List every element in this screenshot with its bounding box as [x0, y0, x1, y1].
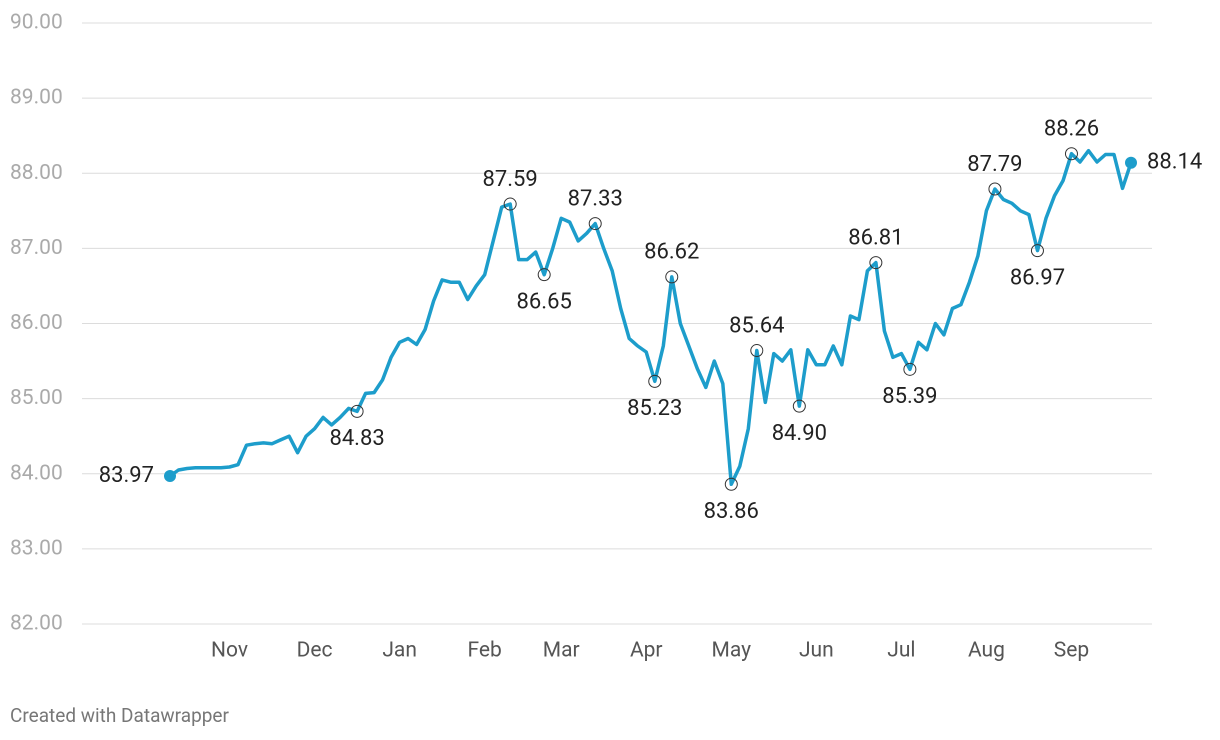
point-marker [588, 217, 602, 231]
point-marker [869, 256, 883, 270]
data-line [168, 148, 1133, 487]
x-tick-label: Jan [382, 639, 417, 663]
y-tick-label: 82.00 [10, 612, 63, 636]
y-tick-label: 87.00 [10, 236, 63, 260]
point-marker [988, 182, 1002, 196]
point-label: 87.33 [568, 186, 623, 211]
point-marker [648, 374, 662, 388]
point-label: 88.26 [1044, 117, 1099, 142]
point-label: 83.86 [704, 499, 759, 524]
point-label: 87.59 [483, 167, 538, 192]
point-marker [724, 477, 738, 491]
y-tick-label: 88.00 [10, 161, 63, 185]
point-marker [903, 362, 917, 376]
x-tick-label: Aug [968, 639, 1005, 663]
point-label: 86.62 [644, 240, 699, 265]
y-tick-label: 85.00 [10, 386, 63, 410]
point-label: 87.79 [967, 152, 1022, 177]
point-label: 85.39 [882, 384, 937, 409]
point-label: 86.81 [848, 225, 903, 250]
point-label: 86.65 [517, 289, 572, 314]
x-tick-label: Feb [467, 639, 501, 663]
y-tick-label: 84.00 [10, 461, 63, 485]
point-label: 85.64 [729, 313, 784, 338]
point-marker [350, 404, 364, 418]
x-tick-label: May [712, 639, 752, 663]
x-tick-label: Apr [630, 639, 663, 663]
y-tick-label: 90.00 [10, 11, 63, 35]
y-tick-label: 86.00 [10, 311, 63, 335]
y-tick-label: 83.00 [10, 536, 63, 560]
x-tick-label: Nov [211, 639, 248, 663]
x-tick-label: Sep [1054, 639, 1089, 663]
x-tick-label: Mar [543, 639, 580, 663]
footer: Created with Datawrapper [10, 704, 229, 727]
point-marker [665, 270, 679, 284]
point-marker [503, 197, 517, 211]
point-marker [537, 268, 551, 282]
x-tick-label: Jul [887, 639, 915, 663]
y-tick-label: 89.00 [10, 86, 63, 110]
point-label: 83.97 [99, 463, 154, 488]
end-dot [1125, 156, 1137, 169]
point-label: 84.90 [772, 421, 827, 446]
end-dot [164, 470, 176, 483]
point-label: 84.83 [329, 426, 384, 451]
point-label: 88.14 [1147, 150, 1202, 175]
point-marker [1064, 147, 1078, 161]
x-tick-label: Jun [799, 639, 834, 663]
point-marker [750, 344, 764, 358]
x-tick-label: Dec [297, 639, 333, 663]
point-marker [1030, 244, 1044, 258]
point-marker [792, 399, 806, 413]
point-label: 86.97 [1010, 265, 1065, 290]
point-label: 85.23 [627, 396, 682, 421]
